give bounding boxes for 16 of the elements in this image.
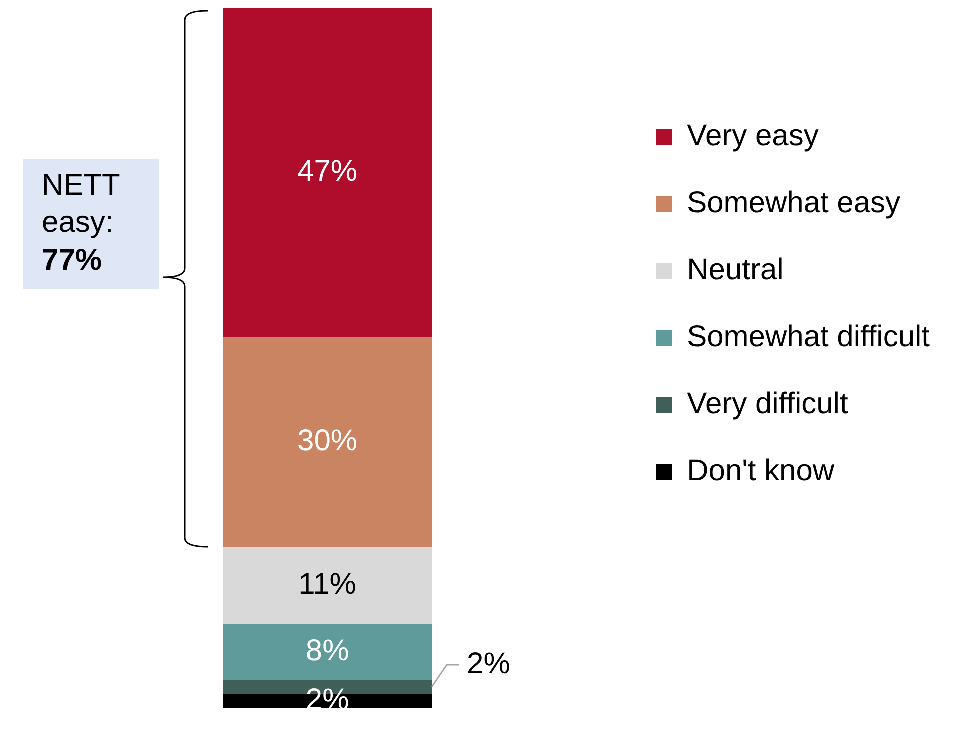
legend-label: Very difficult (687, 387, 849, 420)
data-label: 2% (467, 647, 510, 680)
callout-box: NETT easy: 77% (23, 158, 160, 289)
bar (223, 337, 432, 547)
data-label: 47% (298, 154, 358, 188)
legend-label: Somewhat difficult (687, 320, 931, 354)
data-label: 30% (298, 424, 358, 458)
bar (223, 547, 432, 624)
legend-label: Don't know (687, 454, 835, 488)
legend-label: Neutral (687, 253, 784, 286)
data-label: 11% (298, 568, 356, 601)
data-label: 8% (306, 634, 350, 668)
bar (223, 8, 432, 337)
legend-label: Somewhat easy (687, 186, 901, 220)
bar (223, 624, 432, 680)
legend-label: Very easy (687, 119, 819, 152)
